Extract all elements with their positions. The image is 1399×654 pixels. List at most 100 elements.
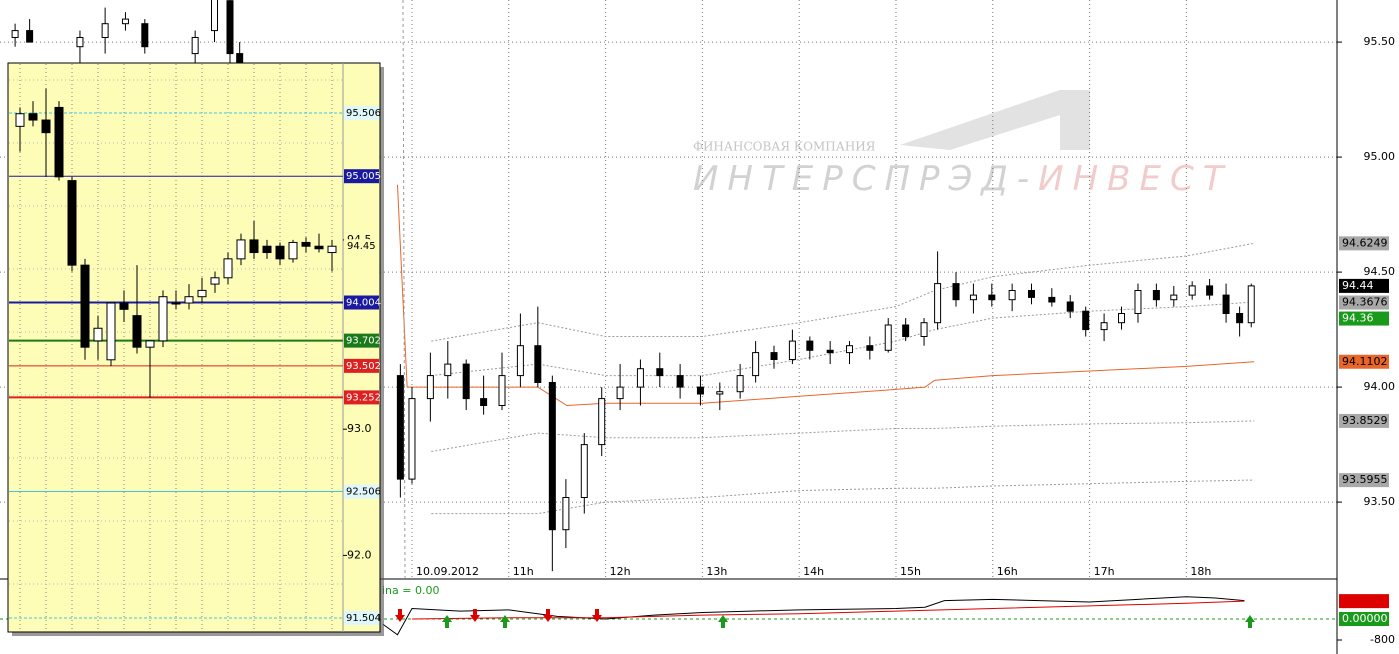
candle-body <box>846 345 854 354</box>
candle-body <box>598 398 606 446</box>
indicator-line <box>411 600 1245 620</box>
candle-body <box>516 345 524 377</box>
x-tick-label: 13h <box>706 565 727 578</box>
candle-body <box>1188 285 1196 296</box>
band-line <box>396 184 1255 407</box>
candle-body <box>327 245 337 254</box>
price-tag <box>1339 311 1389 326</box>
x-tick-label: 14h <box>803 565 824 578</box>
level-tag-label: 93.502 <box>346 361 381 372</box>
signal-arrow <box>592 609 602 622</box>
price-tag <box>1339 473 1389 488</box>
x-tick-label: 17h <box>1094 565 1115 578</box>
candle-body <box>716 391 724 395</box>
x-tick-label: 12h <box>610 565 631 578</box>
indicator-label: ina = 0.00 <box>382 584 439 597</box>
band-line <box>431 301 1255 377</box>
x-tick-label: 10.09.2012 <box>416 565 479 578</box>
price-tag <box>1339 413 1389 428</box>
candle-body <box>1008 289 1016 301</box>
price-tag-label: 93.5955 <box>1342 473 1388 486</box>
band-line <box>431 479 1255 515</box>
level-tag-label: 94.004 <box>346 298 381 309</box>
candle-body <box>498 375 506 406</box>
y-tick-label: 93.50 <box>1364 495 1396 508</box>
y-tick-label: 95.00 <box>1364 150 1396 163</box>
y-tick-label: 95.50 <box>1364 35 1396 48</box>
candle-body <box>28 113 38 121</box>
candle-body <box>54 106 64 178</box>
price-tag <box>1339 278 1389 293</box>
candle-body <box>121 18 129 25</box>
candle-body <box>1118 312 1126 324</box>
candle-body <box>534 345 542 383</box>
candle-body <box>67 180 77 266</box>
candle-body <box>1206 285 1214 296</box>
candle-body <box>920 322 928 337</box>
level-tag-label: 91.504 <box>346 613 381 624</box>
y-tick-label: 94.00 <box>1364 380 1396 393</box>
x-tick-label: 15h <box>900 565 921 578</box>
candle-body <box>952 283 960 301</box>
signal-arrow <box>1245 615 1255 628</box>
candle-body <box>1170 294 1178 301</box>
level-tag-label: 95.506 <box>346 108 381 119</box>
candle-body <box>408 398 416 480</box>
x-tick-label: 16h <box>997 565 1018 578</box>
candle-body <box>902 324 910 337</box>
candle-body <box>580 444 588 498</box>
candle-body <box>866 345 874 351</box>
signal-arrow <box>442 615 452 628</box>
candle-body <box>119 302 129 310</box>
candle-body <box>101 23 109 38</box>
last-price-tag <box>344 239 379 254</box>
level-tag-label: 93.702 <box>346 336 381 347</box>
indicator-line <box>382 596 1245 636</box>
candle-body <box>636 368 644 388</box>
y-tick-label: 94.50 <box>1364 265 1396 278</box>
popup-tick-label: 92.0 <box>347 548 372 561</box>
candle-body <box>1082 310 1090 331</box>
last-price-label: 94.45 <box>347 241 376 252</box>
candle-body <box>262 245 272 254</box>
candle-body <box>191 36 199 55</box>
level-tag-label: 92.506 <box>346 487 381 498</box>
signal-arrow <box>395 609 405 622</box>
level-tag <box>344 333 379 348</box>
candle-body <box>141 23 149 48</box>
level-tag <box>344 484 379 499</box>
price-tag-label: 94.3676 <box>1342 296 1388 309</box>
y-tick-label: -800 <box>1370 633 1395 646</box>
level-tag <box>344 358 379 373</box>
level-tag <box>344 390 379 405</box>
candle-body <box>1048 296 1056 303</box>
level-tag <box>344 610 379 625</box>
price-tag-label: 93.8529 <box>1342 414 1388 427</box>
candle-body <box>132 315 142 348</box>
candle-body <box>696 386 704 395</box>
watermark-company: ФИНАНСОВАЯ КОМПАНИЯ <box>693 140 876 154</box>
level-tag <box>344 105 379 120</box>
candle-body <box>197 289 207 298</box>
candle-body <box>1027 289 1035 298</box>
candle-body <box>226 0 234 55</box>
zoom-popup: 94.593.092.095.50695.00594.00493.70293.5… <box>7 62 384 636</box>
candle-body <box>548 381 556 531</box>
band-line <box>431 420 1255 452</box>
watermark-brand: ИНТЕРСПРЭД-ИНВЕСТ <box>693 159 1232 199</box>
candle-body <box>184 296 194 304</box>
indicator-tag <box>1339 612 1389 627</box>
watermark-brand-a: ИНТЕРСПРЭД- <box>693 159 1038 199</box>
candle-body <box>171 302 181 305</box>
x-tick-label: 18h <box>1190 565 1211 578</box>
candle-body <box>301 241 311 247</box>
candle-body <box>41 119 51 134</box>
candle-body <box>145 340 155 348</box>
signal-arrow <box>470 609 480 622</box>
level-tag-label: 95.005 <box>346 171 381 182</box>
indicator-tag-label: 0.00000 <box>1342 612 1388 625</box>
candle-body <box>76 36 84 48</box>
candle-body <box>444 363 452 377</box>
candle-body <box>462 363 470 400</box>
